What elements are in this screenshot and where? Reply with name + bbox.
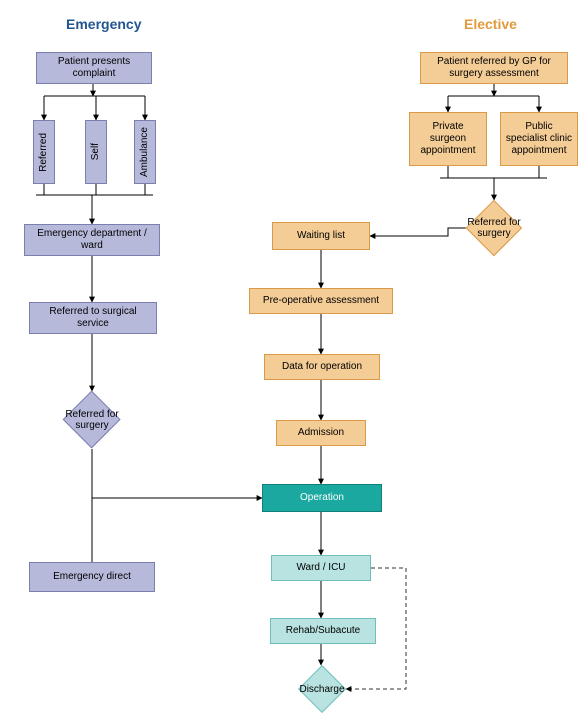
edge	[92, 449, 262, 498]
diamond-d1: Referred for surgery	[63, 391, 121, 449]
node-w2: Rehab/Subacute	[270, 618, 376, 644]
node-n4: Referred to surgical service	[29, 302, 157, 334]
edge	[370, 228, 466, 236]
title-t-elect: Elective	[464, 16, 517, 32]
node-e2b: Public specialist clinic appointment	[500, 112, 578, 166]
node-e5: Data for operation	[264, 354, 380, 380]
node-n2c: Ambulance	[134, 120, 156, 184]
node-e2a: Private surgeon appointment	[409, 112, 487, 166]
node-e6: Admission	[276, 420, 366, 446]
flowchart-canvas: Emergency Elective Patient presents compla…	[0, 0, 588, 728]
node-n1: Patient presents complaint	[36, 52, 152, 84]
node-n3: Emergency department / ward	[24, 224, 160, 256]
node-n5: Emergency direct	[29, 562, 155, 592]
node-e4: Pre-operative assessment	[249, 288, 393, 314]
node-e3: Waiting list	[272, 222, 370, 250]
node-n2a: Referred	[33, 120, 55, 184]
diamond-d2: Referred for surgery	[466, 200, 522, 256]
node-n2b: Self	[85, 120, 107, 184]
node-e1: Patient referred by GP for surgery asses…	[420, 52, 568, 84]
diamond-d3: Discharge	[298, 665, 346, 713]
node-op: Operation	[262, 484, 382, 512]
title-t-emerg: Emergency	[66, 16, 141, 32]
node-w1: Ward / ICU	[271, 555, 371, 581]
